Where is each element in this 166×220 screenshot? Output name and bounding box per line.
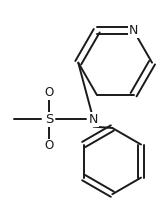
Text: O: O — [44, 139, 54, 152]
Text: N: N — [89, 113, 98, 126]
Text: S: S — [45, 113, 53, 126]
Text: N: N — [129, 24, 138, 37]
Text: O: O — [44, 86, 54, 99]
